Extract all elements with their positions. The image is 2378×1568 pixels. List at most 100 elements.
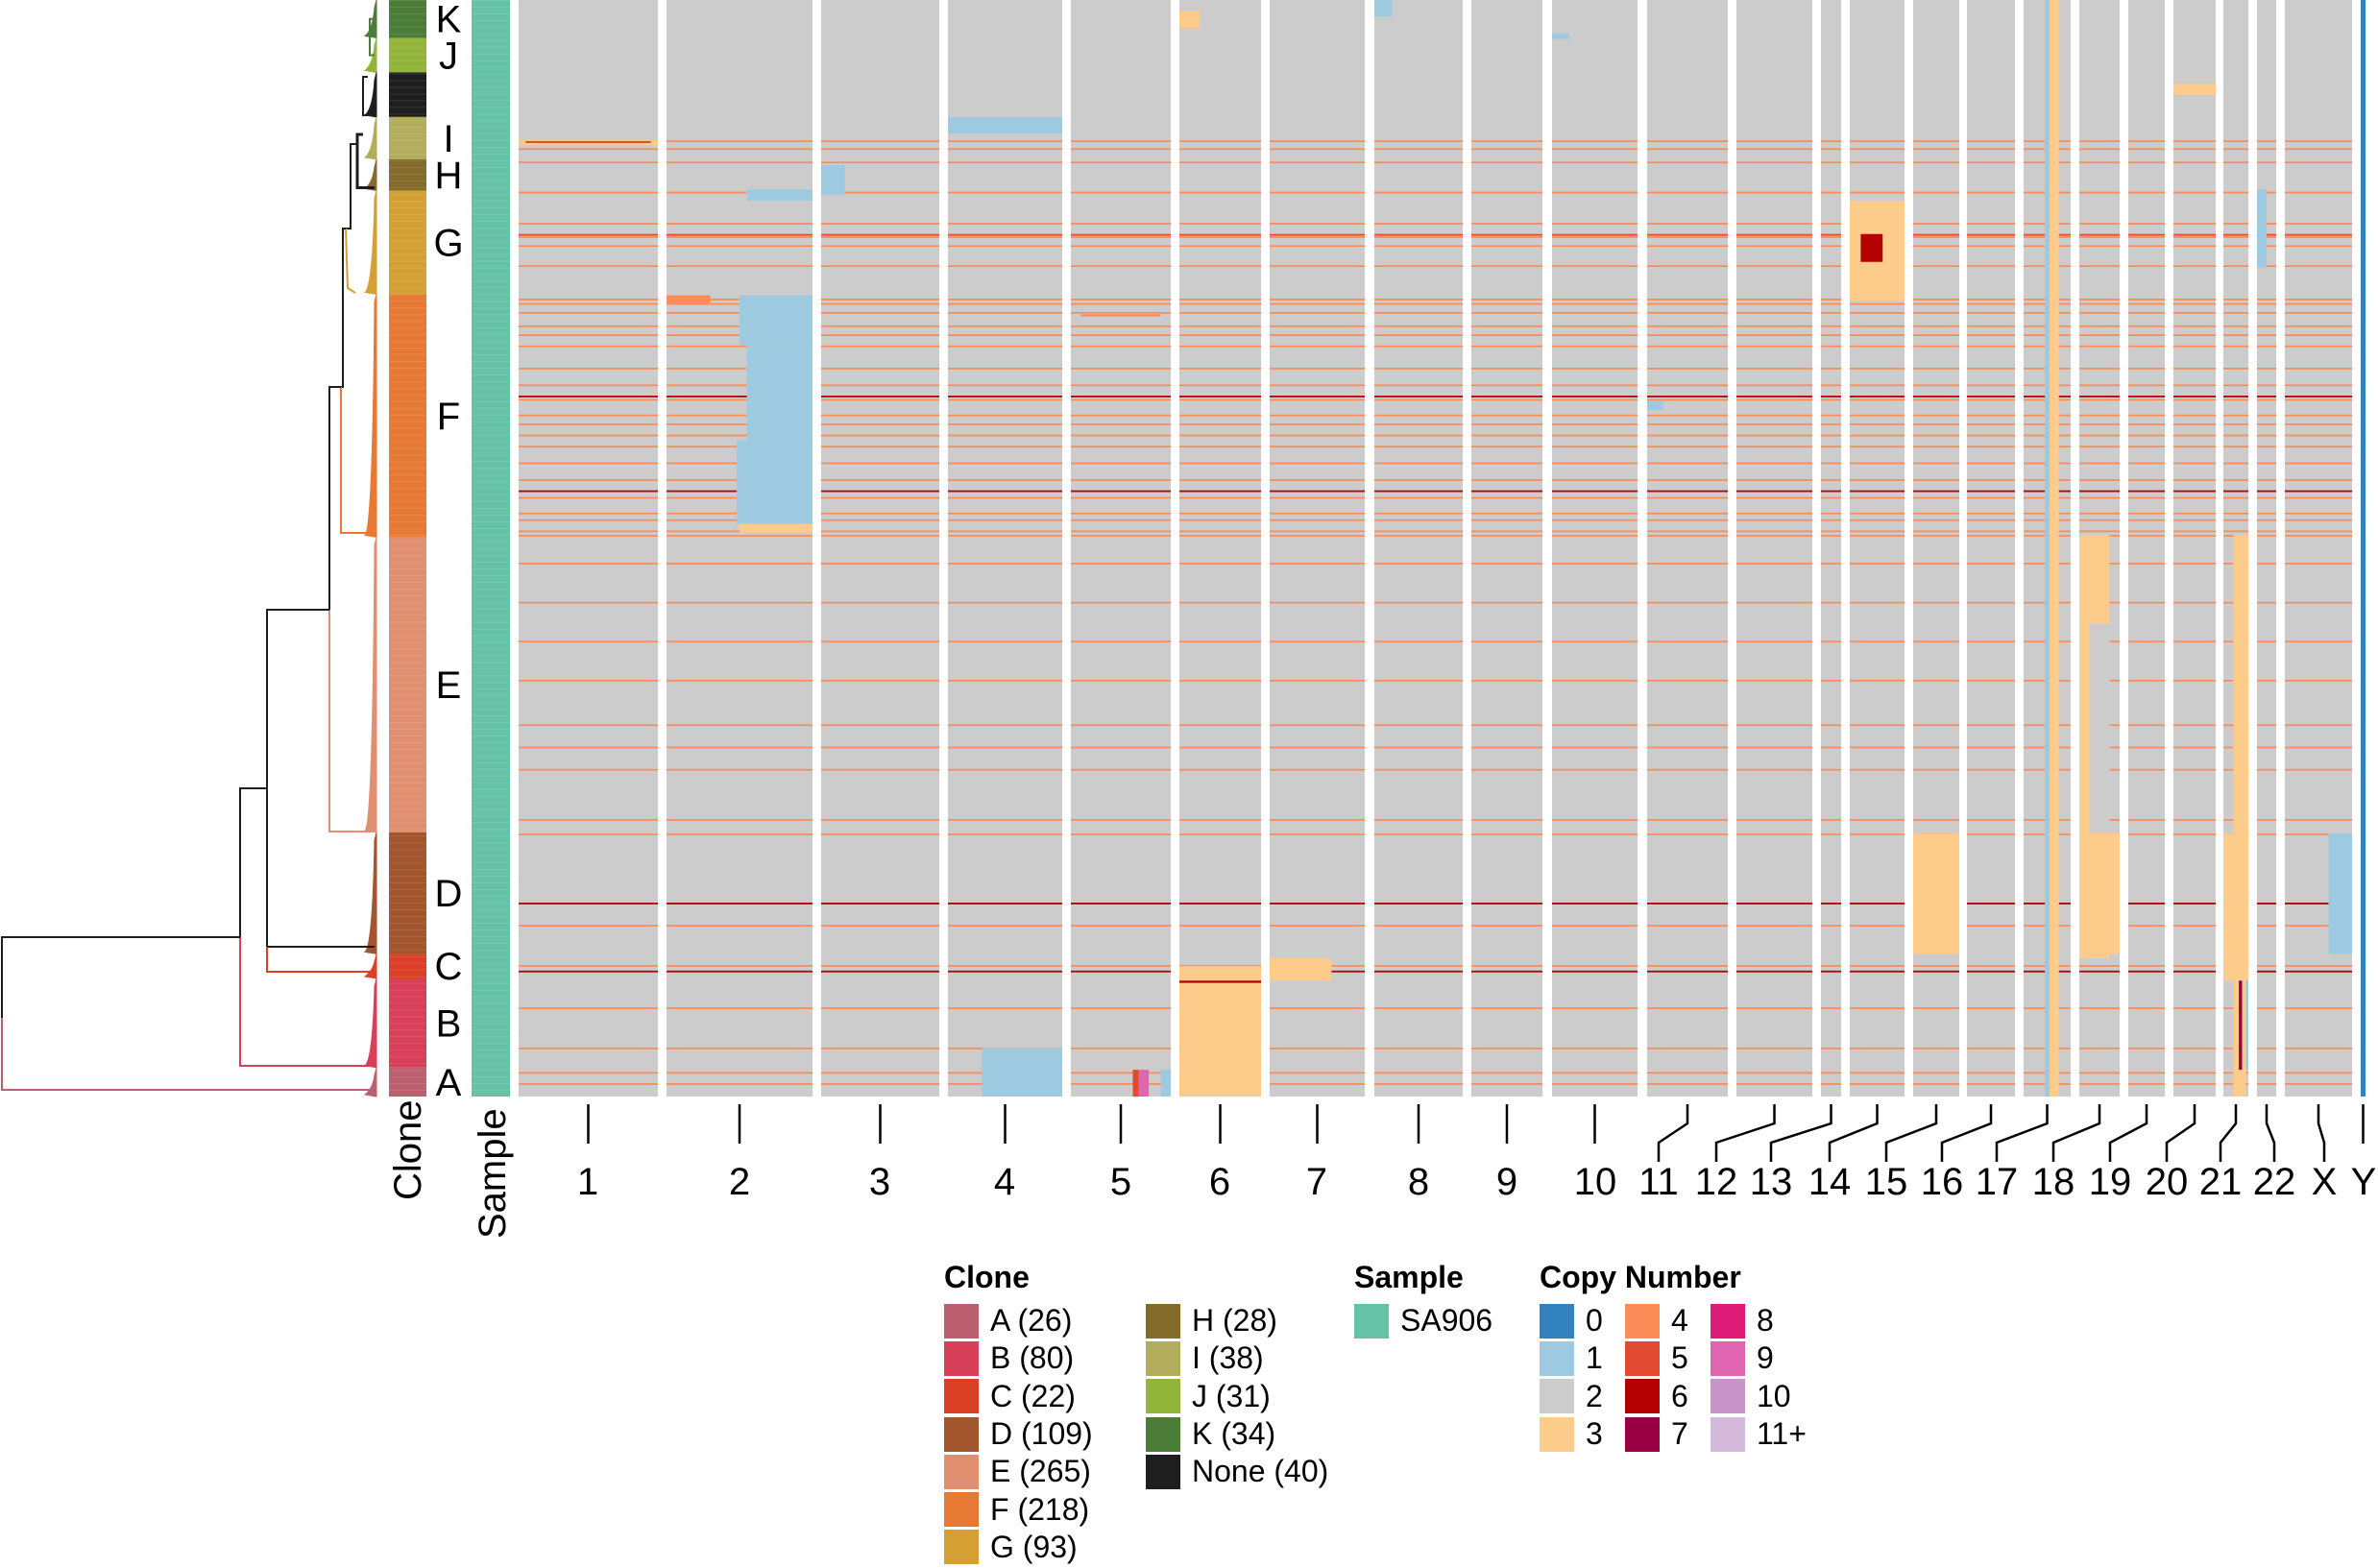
cn-row-segment: [821, 1047, 939, 1049]
cn-row-segment: [667, 434, 813, 437]
cn-row-segment: [948, 191, 1062, 194]
cn-segment-chr4: [982, 1047, 1062, 1097]
chr-label-18: 18: [2032, 1161, 2075, 1203]
sample-bar-row-stripe: [472, 615, 510, 616]
dendrogram-clade-I: [363, 116, 377, 160]
cn-row-segment: [2128, 345, 2165, 348]
cn-row-segment: [821, 1083, 939, 1085]
clone-legend-item-G: G (93): [944, 1529, 1125, 1566]
cn-row-segment: [2128, 223, 2165, 225]
cn-row-segment: [2173, 384, 2216, 387]
cn-row-segment: [1552, 148, 1638, 151]
cn-row-segment: [1967, 345, 2015, 348]
cn-row-segment: [2128, 925, 2165, 928]
clone-legend-item-C: C (22): [944, 1378, 1125, 1415]
chr-tick-11: [1657, 1104, 1689, 1162]
cn-row-segment: [519, 530, 658, 533]
cn-row-segment: [1647, 1072, 1728, 1074]
cn-row-segment: [2257, 414, 2276, 417]
cn-row-segment: [519, 833, 658, 835]
clone-bar-segment-None: [389, 72, 426, 117]
sample-bar-row-stripe: [472, 581, 510, 583]
cn-row-segment: [2223, 302, 2248, 305]
cn-row-segment: [2079, 434, 2120, 437]
sample-bar-row-stripe: [472, 1090, 510, 1091]
cn-row-segment: [1471, 265, 1542, 268]
cn-row-segment: [1179, 311, 1261, 314]
clone-bar-row-stripe: [389, 588, 426, 590]
cn-row-segment: [2173, 530, 2216, 533]
cn-row-segment: [1647, 903, 1728, 905]
sample-bar-row-stripe: [472, 274, 510, 276]
clone-bar-row-stripe: [389, 267, 426, 269]
cn-row-segment: [1471, 535, 1542, 537]
cn-row-segment: [667, 1072, 813, 1074]
clone-bar-row-stripe: [389, 186, 426, 188]
cn-row-segment: [1270, 563, 1365, 565]
cn-row-segment: [1736, 191, 1812, 194]
chr-column-22: [2257, 0, 2276, 1097]
sample-bar-row-stripe: [472, 815, 510, 817]
cn-row-segment: [2223, 191, 2248, 194]
cn-row-segment: [1850, 396, 1905, 398]
clone-bar-row-stripe: [389, 341, 426, 343]
cn-row-segment: [2285, 245, 2352, 248]
cn-row-segment: [1552, 746, 1638, 749]
cn-row-segment: [1821, 299, 1841, 301]
sample-bar-row-stripe: [472, 160, 510, 162]
cn-row-segment: [2223, 384, 2248, 387]
cn-row-segment: [2173, 462, 2216, 465]
legend-swatch: [1146, 1340, 1180, 1376]
cn-row-segment: [519, 535, 658, 537]
cn-row-segment: [1179, 833, 1261, 835]
sample-bar-row-stripe: [472, 407, 510, 409]
sample-legend-title: Sample: [1354, 1260, 1464, 1294]
sample-bar-row-stripe: [472, 147, 510, 149]
cn-row-segment: [1071, 423, 1171, 425]
cn-row-segment: [2285, 970, 2352, 973]
cn-row-segment: [1374, 970, 1463, 973]
copy-number-legend-title: Copy Number: [1540, 1260, 1741, 1294]
legend-label: 11+: [1757, 1416, 1807, 1452]
cn-row-segment: [1850, 302, 1905, 305]
cn-row-segment: [2128, 299, 2165, 301]
cn-row-segment: [2128, 1072, 2165, 1074]
clone-bar-row-stripe: [389, 982, 426, 984]
cn-row-segment: [2223, 396, 2248, 398]
cn-row-segment: [1647, 434, 1728, 437]
clone-bar-row-stripe: [389, 26, 426, 28]
sample-bar-row-stripe: [472, 542, 510, 543]
chr-column-4: [948, 0, 1062, 1097]
cn-row-segment: [2223, 245, 2248, 248]
cn-row-segment: [948, 446, 1062, 448]
cn-row-segment: [2285, 1047, 2352, 1049]
cn-row-segment: [2223, 530, 2248, 533]
cn-row-segment: [1071, 903, 1171, 905]
cn-row-segment: [1179, 640, 1261, 643]
cn-row-segment: [1913, 724, 1959, 727]
cn-row-segment: [1913, 1007, 1959, 1009]
dendrogram-clade-J: [363, 37, 377, 74]
cn-row-segment: [1179, 367, 1261, 370]
dendrogram-branch: [266, 788, 375, 948]
sample-bar-row-stripe: [472, 127, 510, 129]
cn-row-segment: [667, 1047, 813, 1049]
clone-bar-row-stripe: [389, 574, 426, 576]
cn-row-segment: [1071, 530, 1171, 533]
cn-row-segment: [1071, 140, 1171, 143]
cn-row-segment: [1736, 1047, 1812, 1049]
cn-row-segment: [519, 819, 658, 821]
cn-row-segment: [1736, 414, 1812, 417]
cn-row-segment: [948, 535, 1062, 537]
cn-row-segment: [1736, 563, 1812, 565]
sample-bar-row-stripe: [472, 822, 510, 824]
cn-row-segment: [1374, 398, 1463, 401]
cn-row-segment: [1270, 414, 1365, 417]
cn-row-segment: [2079, 414, 2120, 417]
cn-row-segment: [2128, 325, 2165, 327]
legend-label: 1: [1586, 1340, 1603, 1376]
sample-bar-row-stripe: [472, 1009, 510, 1011]
cn-row-segment: [1967, 535, 2015, 537]
clone-legend-item-A: A (26): [944, 1302, 1125, 1339]
clone-bar-row-stripe: [389, 334, 426, 336]
